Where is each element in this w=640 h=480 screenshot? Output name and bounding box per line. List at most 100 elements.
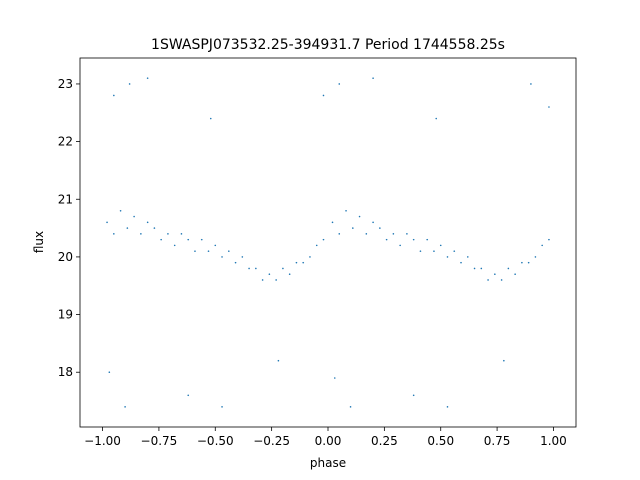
data-point <box>277 359 280 362</box>
data-point <box>379 227 381 229</box>
data-point <box>288 273 291 276</box>
data-point <box>412 394 415 397</box>
data-point <box>167 233 169 235</box>
data-point <box>221 256 223 258</box>
data-point <box>173 244 176 247</box>
data-point <box>392 233 395 235</box>
data-point <box>446 406 449 408</box>
data-point <box>338 83 341 85</box>
data-point <box>128 83 131 85</box>
data-point <box>372 221 374 224</box>
data-point <box>207 250 210 252</box>
data-point <box>187 394 190 397</box>
x-tick-label: 0.75 <box>484 434 511 448</box>
data-point <box>548 238 550 241</box>
y-tick-label: 22 <box>58 135 73 149</box>
x-tick-label: −1.00 <box>84 434 121 448</box>
data-point <box>140 233 142 235</box>
data-point <box>419 250 422 252</box>
data-point <box>446 256 449 258</box>
y-tick-label: 21 <box>58 192 73 206</box>
data-point <box>433 250 435 252</box>
x-tick-label: −0.25 <box>253 434 290 448</box>
data-point <box>133 215 135 218</box>
data-point <box>234 261 237 264</box>
data-point <box>412 238 415 241</box>
data-point <box>241 256 244 258</box>
data-point <box>194 250 196 252</box>
y-tick-label: 18 <box>58 365 73 379</box>
y-axis-label: flux <box>32 231 46 253</box>
data-point <box>221 406 223 408</box>
x-tick-label: 0.50 <box>427 434 454 448</box>
chart-title: 1SWASPJ073532.25-394931.7 Period 1744558… <box>151 37 505 53</box>
data-point <box>338 233 341 235</box>
data-point <box>548 106 550 108</box>
data-point <box>534 256 537 258</box>
y-tick-label: 20 <box>58 250 73 264</box>
data-point <box>322 94 325 97</box>
data-point <box>160 238 162 241</box>
data-point <box>494 273 496 276</box>
data-point <box>331 221 334 224</box>
y-axis: 18 19 20 21 22 23 <box>58 77 80 379</box>
data-point <box>261 279 264 281</box>
data-point <box>406 233 408 235</box>
data-point <box>124 406 126 408</box>
data-point <box>146 77 149 79</box>
data-point <box>153 227 156 229</box>
data-point <box>435 117 438 120</box>
x-tick-label: 1.00 <box>540 434 567 448</box>
data-point <box>487 279 489 281</box>
data-point <box>349 406 352 408</box>
data-point <box>315 244 318 247</box>
data-point <box>200 238 203 241</box>
data-point <box>214 244 217 247</box>
data-point <box>248 267 250 270</box>
data-point <box>358 215 361 218</box>
x-tick-label: 0.00 <box>315 434 342 448</box>
data-point <box>507 267 510 270</box>
data-point <box>439 244 442 247</box>
data-point <box>514 273 516 276</box>
data-point <box>365 233 368 235</box>
x-tick-label: −0.75 <box>141 434 178 448</box>
data-point <box>187 238 190 241</box>
data-point <box>302 261 305 264</box>
data-point <box>473 267 476 270</box>
data-point <box>345 209 347 212</box>
data-point <box>228 250 230 252</box>
data-point <box>119 209 122 212</box>
data-point <box>426 238 429 241</box>
x-axis-label: phase <box>310 456 346 470</box>
data-point <box>399 244 401 247</box>
y-tick-label: 23 <box>58 77 73 91</box>
data-point <box>255 267 257 270</box>
data-point <box>385 238 388 241</box>
data-point <box>527 261 530 264</box>
x-axis: −1.00 −0.75 −0.50 −0.25 0.00 0.25 0.50 0.75 1.00 <box>84 427 567 448</box>
data-point <box>282 267 284 270</box>
data-point <box>466 256 469 258</box>
data-point <box>530 83 532 85</box>
scatter-points <box>106 77 550 408</box>
data-point <box>521 261 523 264</box>
x-tick-label: −0.50 <box>197 434 234 448</box>
data-point <box>322 238 325 241</box>
data-point <box>480 267 483 270</box>
x-tick-label: 0.25 <box>371 434 398 448</box>
data-point <box>453 250 456 252</box>
data-point <box>275 279 277 281</box>
data-point <box>352 227 354 229</box>
data-point <box>295 261 298 264</box>
data-point <box>460 261 462 264</box>
data-point <box>108 371 111 374</box>
data-point <box>209 117 212 120</box>
y-tick-label: 19 <box>58 308 73 322</box>
data-point <box>146 221 149 224</box>
data-point <box>268 273 271 276</box>
data-point <box>372 77 374 79</box>
data-point <box>113 233 115 235</box>
